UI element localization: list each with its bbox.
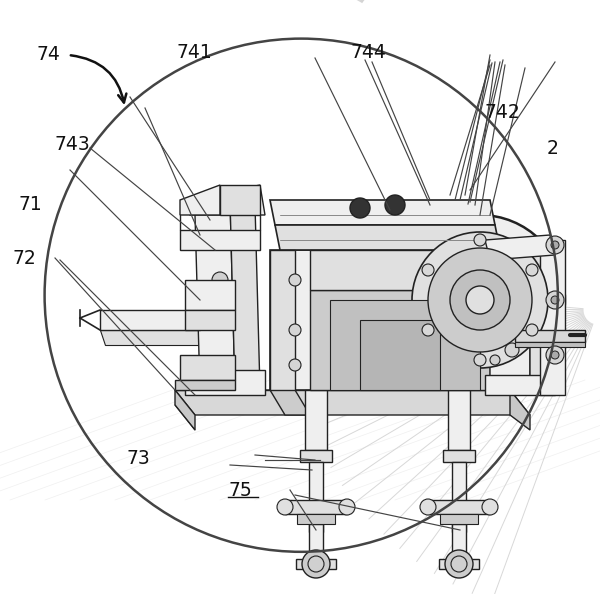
Polygon shape [275, 225, 500, 250]
Polygon shape [175, 380, 235, 390]
Circle shape [526, 324, 538, 336]
Bar [515, 330, 585, 342]
Polygon shape [270, 250, 500, 390]
Circle shape [212, 272, 228, 288]
Circle shape [422, 324, 434, 336]
Bar [305, 390, 327, 450]
Polygon shape [180, 355, 235, 380]
Circle shape [445, 550, 473, 578]
Polygon shape [185, 280, 235, 310]
Circle shape [289, 324, 301, 336]
Polygon shape [485, 375, 555, 395]
Polygon shape [485, 235, 555, 260]
Circle shape [474, 234, 486, 246]
Polygon shape [230, 200, 260, 390]
Bar [452, 462, 466, 532]
Circle shape [395, 215, 565, 385]
Text: 2: 2 [547, 138, 559, 157]
Circle shape [505, 343, 519, 357]
Circle shape [350, 198, 370, 218]
Bar [440, 514, 478, 524]
Circle shape [451, 556, 467, 572]
Circle shape [490, 355, 500, 365]
Bar [285, 500, 347, 514]
Circle shape [420, 499, 436, 515]
Polygon shape [195, 200, 235, 390]
Text: 75: 75 [228, 481, 252, 500]
Circle shape [277, 499, 293, 515]
Circle shape [490, 265, 500, 275]
Circle shape [551, 296, 559, 304]
Polygon shape [270, 390, 310, 415]
Circle shape [551, 241, 559, 249]
Polygon shape [490, 245, 530, 390]
Polygon shape [100, 310, 200, 330]
Circle shape [505, 283, 519, 297]
Text: 74: 74 [37, 46, 61, 65]
Polygon shape [330, 300, 480, 390]
Bar [296, 559, 336, 569]
Text: 742: 742 [484, 103, 520, 122]
Circle shape [474, 354, 486, 366]
Polygon shape [175, 390, 530, 415]
Polygon shape [270, 200, 495, 225]
Text: 743: 743 [55, 135, 91, 154]
Circle shape [302, 550, 330, 578]
Circle shape [466, 286, 494, 314]
Circle shape [339, 499, 355, 515]
Polygon shape [490, 250, 500, 390]
Circle shape [308, 556, 324, 572]
Circle shape [546, 291, 564, 309]
Bar [439, 559, 479, 569]
Bar [448, 390, 470, 450]
Circle shape [422, 264, 434, 276]
Circle shape [546, 346, 564, 364]
Circle shape [289, 359, 301, 371]
Polygon shape [540, 240, 565, 395]
Polygon shape [270, 250, 295, 390]
Circle shape [412, 232, 548, 368]
Polygon shape [530, 245, 545, 390]
Text: 73: 73 [126, 448, 150, 467]
Circle shape [526, 264, 538, 276]
Polygon shape [185, 185, 265, 215]
Text: 744: 744 [350, 43, 386, 62]
Circle shape [428, 248, 532, 352]
Bar [300, 450, 332, 462]
Bar [297, 514, 335, 524]
Circle shape [551, 351, 559, 359]
Circle shape [385, 195, 405, 215]
Text: 72: 72 [12, 248, 36, 267]
Polygon shape [185, 310, 235, 330]
Bar [309, 462, 323, 532]
Bar [452, 524, 466, 559]
Polygon shape [310, 290, 490, 390]
Polygon shape [180, 185, 220, 215]
Text: 741: 741 [177, 43, 213, 62]
Polygon shape [310, 250, 490, 290]
Polygon shape [100, 330, 200, 345]
Polygon shape [185, 370, 265, 395]
Circle shape [450, 270, 510, 330]
Bar [443, 450, 475, 462]
Circle shape [212, 312, 228, 328]
Polygon shape [175, 390, 195, 430]
Bar [309, 524, 323, 559]
Circle shape [546, 236, 564, 254]
Circle shape [289, 274, 301, 286]
Text: 71: 71 [18, 195, 42, 214]
Polygon shape [360, 320, 440, 390]
Circle shape [482, 499, 498, 515]
Polygon shape [220, 185, 260, 215]
Bar [515, 342, 585, 347]
Polygon shape [510, 390, 530, 430]
Polygon shape [180, 230, 260, 250]
Bar [428, 500, 490, 514]
Circle shape [490, 305, 500, 315]
